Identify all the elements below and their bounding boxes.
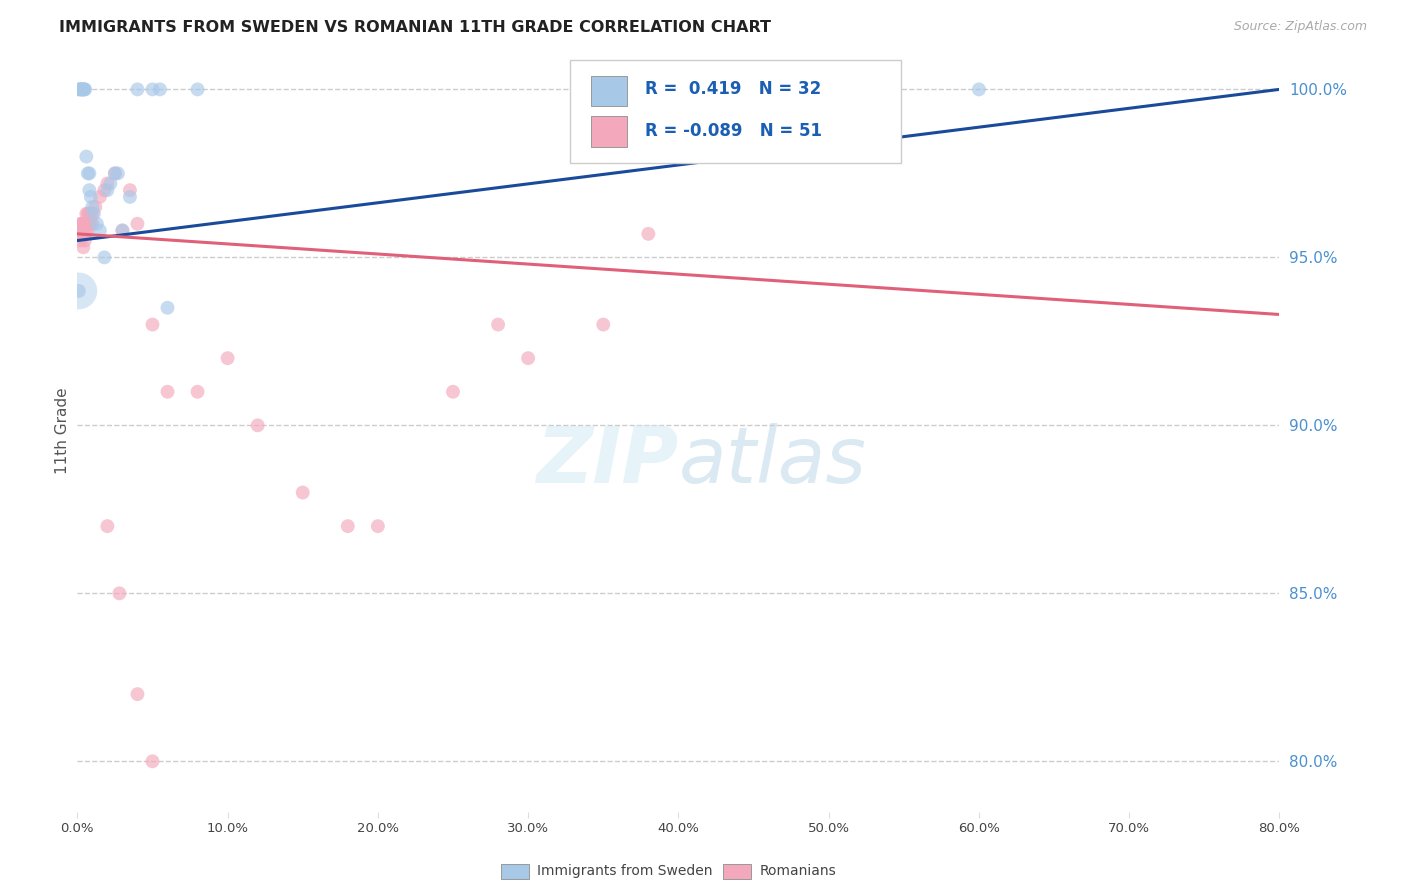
Point <box>141 755 163 769</box>
Point <box>69 82 91 96</box>
Point <box>70 217 93 231</box>
Point <box>82 207 104 221</box>
Point <box>108 586 131 600</box>
Point <box>107 166 129 180</box>
Point <box>67 227 90 241</box>
Point <box>75 207 97 221</box>
Bar <box>591 76 627 106</box>
Point <box>67 82 90 96</box>
Point <box>141 82 163 96</box>
Point <box>336 519 359 533</box>
Point <box>67 227 90 241</box>
Point <box>367 519 389 533</box>
Point <box>111 223 134 237</box>
Point <box>69 234 91 248</box>
Point <box>187 82 209 96</box>
Point <box>246 418 269 433</box>
Text: ZIP: ZIP <box>536 423 679 499</box>
Point <box>72 240 94 254</box>
Point <box>79 183 101 197</box>
Point <box>111 223 134 237</box>
Point <box>118 190 141 204</box>
Point <box>73 217 96 231</box>
Point <box>73 82 96 96</box>
Point <box>67 284 90 298</box>
Point <box>76 166 98 180</box>
Point <box>291 485 314 500</box>
Point <box>67 227 90 241</box>
Point <box>156 301 179 315</box>
Point <box>70 82 93 96</box>
Point <box>441 384 464 399</box>
Point <box>76 207 98 221</box>
FancyBboxPatch shape <box>571 61 901 163</box>
Text: IMMIGRANTS FROM SWEDEN VS ROMANIAN 11TH GRADE CORRELATION CHART: IMMIGRANTS FROM SWEDEN VS ROMANIAN 11TH … <box>59 20 770 35</box>
Point <box>72 217 94 231</box>
Point <box>80 217 103 231</box>
Point <box>67 284 90 298</box>
Y-axis label: 11th Grade: 11th Grade <box>55 387 70 474</box>
Point <box>89 190 111 204</box>
Point <box>118 183 141 197</box>
Bar <box>591 116 627 146</box>
Point <box>486 318 509 332</box>
Point <box>127 687 149 701</box>
Point <box>75 217 97 231</box>
Point <box>149 82 172 96</box>
Point <box>79 207 101 221</box>
Point <box>72 227 94 241</box>
Point <box>80 190 103 204</box>
Point <box>70 82 93 96</box>
Point <box>127 82 149 96</box>
Point <box>73 227 96 241</box>
Point <box>84 200 107 214</box>
Text: Source: ZipAtlas.com: Source: ZipAtlas.com <box>1233 20 1367 33</box>
Point <box>93 251 115 265</box>
Point <box>72 82 94 96</box>
Text: R = -0.089   N = 51: R = -0.089 N = 51 <box>645 121 821 140</box>
Point <box>517 351 540 366</box>
Point <box>100 177 122 191</box>
Text: R =  0.419   N = 32: R = 0.419 N = 32 <box>645 80 821 98</box>
Point <box>96 519 118 533</box>
Point <box>89 223 111 237</box>
Point <box>79 166 101 180</box>
Text: atlas: atlas <box>679 423 866 499</box>
Text: Immigrants from Sweden: Immigrants from Sweden <box>537 864 713 879</box>
Point <box>79 217 101 231</box>
Point <box>73 82 96 96</box>
Point <box>83 207 105 221</box>
Point <box>82 200 104 214</box>
Point <box>637 227 659 241</box>
Bar <box>723 863 751 880</box>
Point <box>96 183 118 197</box>
Point <box>104 166 127 180</box>
Point <box>82 217 104 231</box>
Point <box>592 318 614 332</box>
Point <box>67 227 90 241</box>
Point <box>76 223 98 237</box>
Point <box>69 82 91 96</box>
Point <box>70 227 93 241</box>
Point <box>86 217 108 231</box>
Point <box>127 217 149 231</box>
Point <box>93 183 115 197</box>
Point <box>73 234 96 248</box>
Point <box>69 217 91 231</box>
Point <box>76 217 98 231</box>
Point <box>104 166 127 180</box>
Point <box>217 351 239 366</box>
Point <box>156 384 179 399</box>
Point <box>967 82 990 96</box>
Text: Romanians: Romanians <box>759 864 837 879</box>
Point <box>75 150 97 164</box>
Point <box>141 318 163 332</box>
Point <box>96 177 118 191</box>
Point <box>72 82 94 96</box>
Point <box>80 207 103 221</box>
Bar <box>501 863 529 880</box>
Point <box>75 227 97 241</box>
Point <box>187 384 209 399</box>
